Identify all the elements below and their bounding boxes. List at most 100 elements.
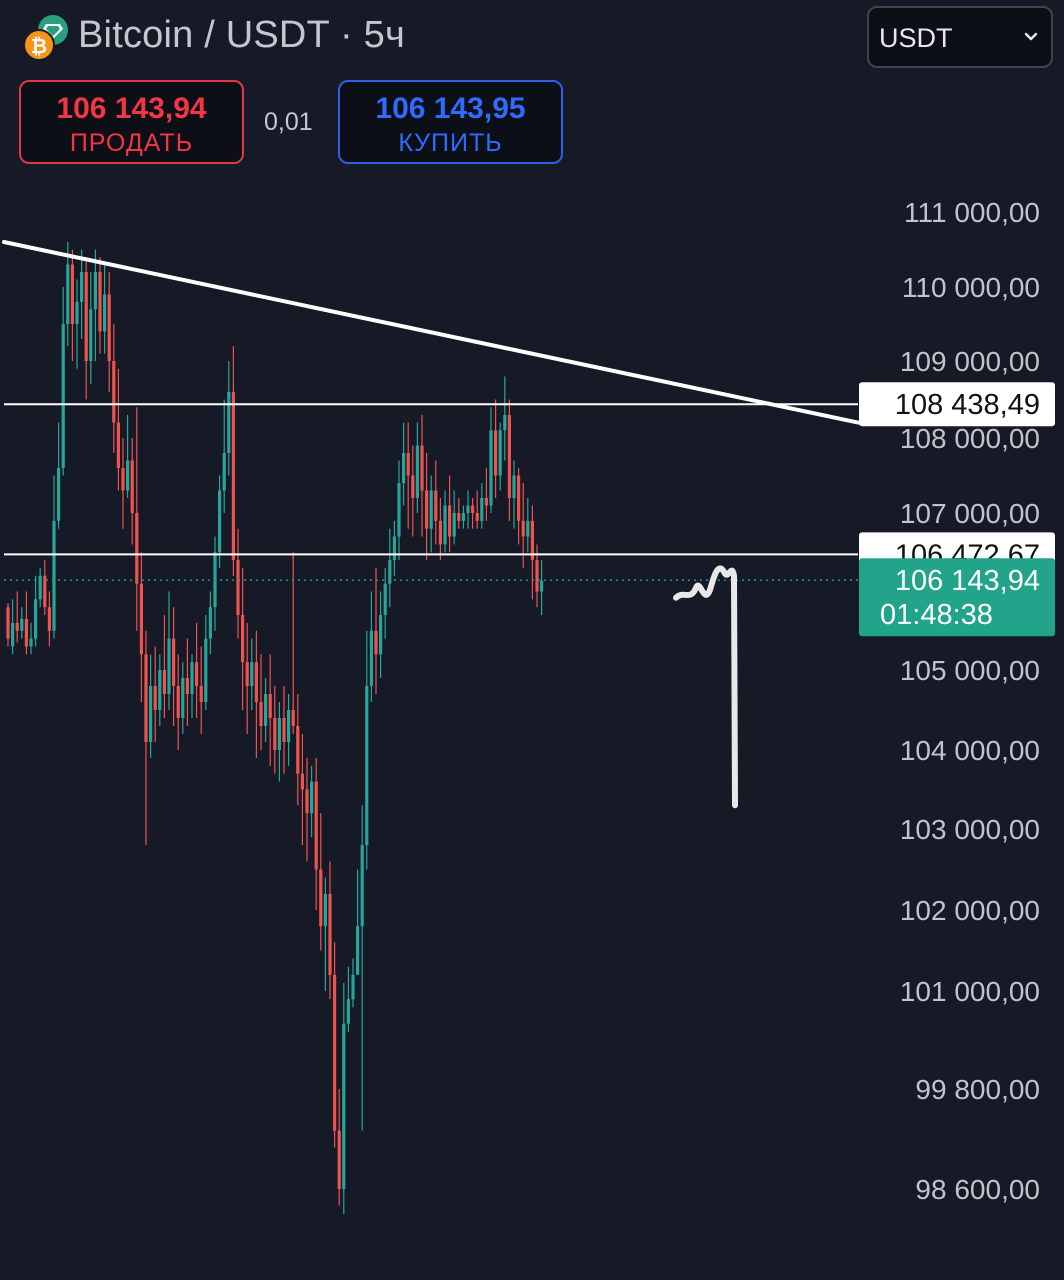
candle-body <box>351 974 355 1000</box>
price-axis: 111 000,00 110 000,00 109 000,00 108 000,00… <box>900 197 1040 1205</box>
candle <box>415 422 419 513</box>
candle-body <box>402 453 406 483</box>
candle-body <box>231 391 235 561</box>
price-axis-label: 99 800,00 <box>915 1074 1040 1105</box>
candle-body <box>185 678 189 694</box>
buy-button[interactable]: 106 143,95 КУПИТЬ <box>338 80 563 164</box>
candle <box>420 414 424 537</box>
candle-body <box>158 670 162 710</box>
candle <box>319 813 323 951</box>
candle-body <box>296 726 300 774</box>
candle <box>512 460 516 529</box>
candle <box>245 622 249 734</box>
candle <box>397 460 401 561</box>
candle <box>471 498 475 529</box>
candle-body <box>374 630 378 655</box>
candle-body <box>93 272 97 310</box>
candle <box>227 361 231 476</box>
candle <box>374 567 378 694</box>
candle-body <box>112 361 116 423</box>
candle <box>461 505 465 529</box>
candle <box>438 498 442 561</box>
candle-body <box>11 622 15 647</box>
candle-body <box>333 974 337 1131</box>
candle-body <box>273 718 277 750</box>
pair-title: Bitcoin / USDT · 5ч <box>78 14 405 56</box>
candle <box>503 376 507 461</box>
candle-body <box>34 599 38 639</box>
candle <box>84 257 88 400</box>
candle-body <box>383 583 387 616</box>
candle <box>52 475 56 639</box>
candle-body <box>130 460 134 513</box>
candle <box>149 654 153 758</box>
candle-body <box>420 445 424 491</box>
candle <box>305 757 309 862</box>
candle-body <box>517 475 521 521</box>
level-price-tag-bg <box>859 382 1055 427</box>
candle-body <box>305 789 309 814</box>
candle <box>38 567 42 608</box>
price-axis-label: 103 000,00 <box>900 814 1040 845</box>
candle-body <box>57 468 61 521</box>
candle <box>11 599 15 655</box>
candle-body <box>480 498 484 521</box>
sell-button[interactable]: 106 143,94 ПРОДАТЬ <box>19 80 244 164</box>
candles-layer <box>6 242 544 1214</box>
candle <box>158 654 162 726</box>
candle-body <box>489 430 493 506</box>
candle <box>429 475 433 553</box>
candle <box>291 552 295 734</box>
candle-body <box>425 490 429 529</box>
candle-body <box>328 893 332 975</box>
buy-label: КУПИТЬ <box>398 129 503 157</box>
candle-body <box>540 580 544 592</box>
candle-body <box>397 483 401 537</box>
currency-select[interactable]: USDT <box>867 6 1053 68</box>
candle <box>75 279 79 369</box>
candle-body <box>103 294 107 332</box>
candle-body <box>176 686 180 718</box>
candle-body <box>107 294 111 361</box>
candle-body <box>365 686 369 846</box>
candle <box>126 414 130 498</box>
candle-body <box>135 513 139 584</box>
candle <box>43 560 47 616</box>
candle-body <box>241 615 245 663</box>
candle <box>287 694 291 766</box>
candle-body <box>512 475 516 498</box>
candle-body <box>250 662 254 686</box>
candle-body <box>498 430 502 476</box>
current-price-text: 106 143,94 <box>895 565 1040 597</box>
candle <box>406 422 410 529</box>
candle-body <box>388 560 392 584</box>
candle-body <box>530 520 534 561</box>
candle <box>360 805 364 1131</box>
candle <box>80 249 84 339</box>
trendline <box>2 240 860 425</box>
candle-body <box>172 638 176 686</box>
candle <box>333 942 337 1148</box>
candle-body <box>29 638 33 647</box>
candle-body <box>227 391 231 453</box>
candle <box>15 591 19 643</box>
candle <box>498 422 502 491</box>
candle-body <box>181 678 185 718</box>
candle <box>526 498 530 553</box>
candle-body <box>282 718 286 742</box>
candle-body <box>434 490 438 521</box>
candle-body <box>38 575 42 600</box>
candle <box>231 346 235 576</box>
candle-body <box>6 607 10 639</box>
candle <box>457 498 461 529</box>
candle <box>480 483 484 529</box>
price-axis-label: 111 000,00 <box>904 197 1040 228</box>
candle-body <box>314 781 318 870</box>
current-price-tag-bg <box>859 558 1055 637</box>
candle <box>208 591 212 655</box>
candle <box>199 646 203 734</box>
candle-body <box>245 662 249 686</box>
candle-body <box>392 536 396 561</box>
